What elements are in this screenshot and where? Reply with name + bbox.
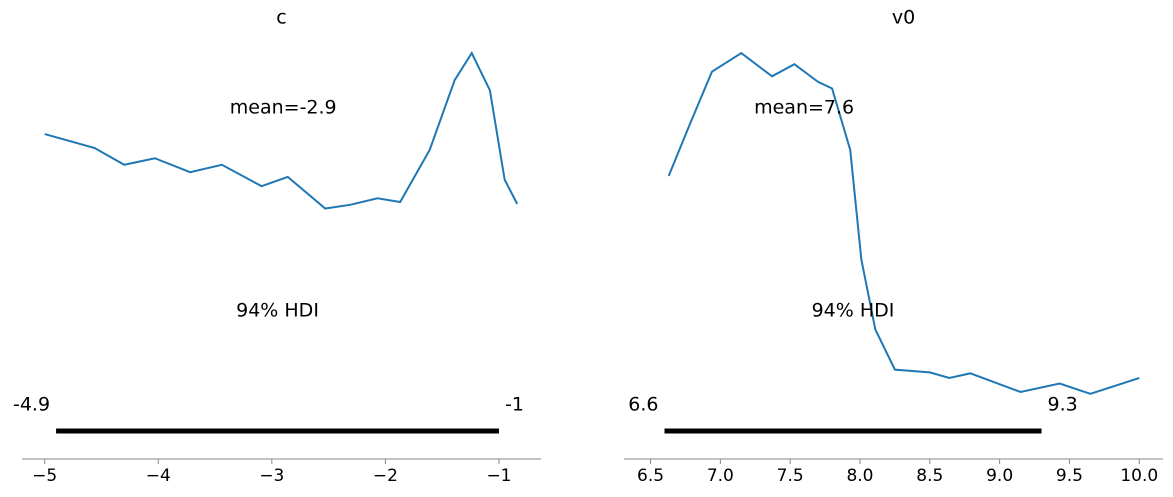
subplot-title: v0	[892, 7, 915, 29]
x-tick-label: −4	[146, 466, 171, 486]
x-tick-label: −1	[486, 466, 511, 486]
mean-label: mean=7.6	[754, 97, 854, 119]
x-tick-label: 8.5	[916, 466, 943, 486]
x-tick-label: −2	[373, 466, 398, 486]
hdi-end-label: 9.3	[1048, 394, 1078, 416]
x-tick-label: −5	[32, 466, 57, 486]
x-tick-label: 8.0	[846, 466, 873, 486]
x-tick-label: 9.0	[986, 466, 1013, 486]
x-tick-label: 6.5	[637, 466, 664, 486]
x-tick-label: 7.5	[777, 466, 804, 486]
hdi-label: 94% HDI	[236, 300, 319, 322]
hdi-end-label: -1	[505, 394, 524, 416]
density-line	[44, 50, 519, 210]
subplot-title: c	[276, 7, 286, 29]
x-tick-label: −3	[259, 466, 284, 486]
x-tick-label: 9.5	[1056, 466, 1083, 486]
x-tick-label: 10.0	[1120, 466, 1158, 486]
x-tick-label: 7.0	[707, 466, 734, 486]
hdi-start-label: -4.9	[13, 394, 50, 416]
density-line	[667, 51, 1140, 395]
hdi-start-label: 6.6	[628, 394, 658, 416]
mean-label: mean=-2.9	[230, 97, 337, 119]
hdi-label: 94% HDI	[812, 300, 895, 322]
